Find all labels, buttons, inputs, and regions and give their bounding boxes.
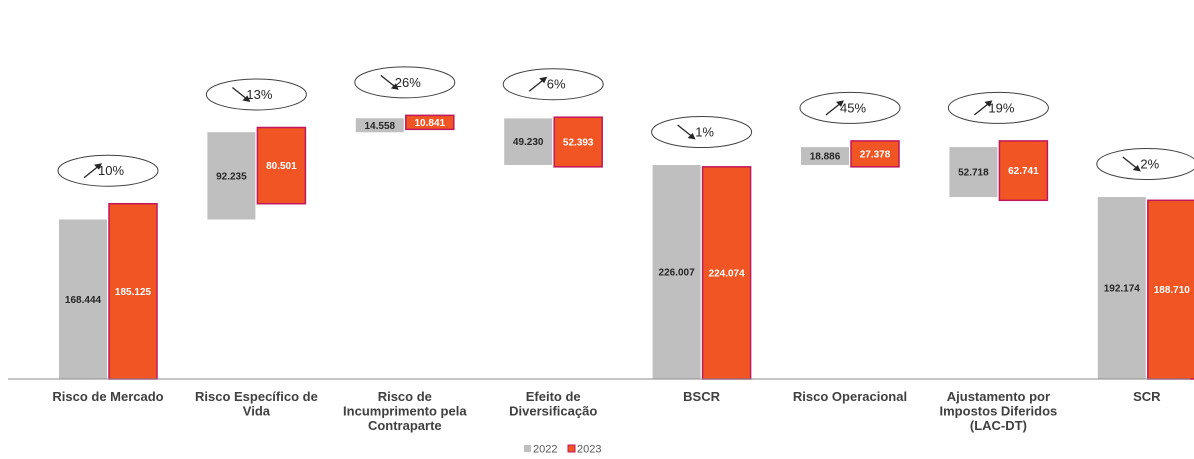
legend-label: 2023 [577,444,601,456]
variation-oval [354,66,456,99]
x-tick-label: Risco de Incumprimento pela Contraparte [343,389,467,433]
legend-label: 2022 [533,444,557,456]
data-label-2023: 27.378 [860,149,891,160]
variation-oval [651,116,753,148]
bar-2022 [504,118,553,165]
variation-oval [502,68,604,101]
x-tick-label: BSCR [683,389,720,404]
variation-badge: 19% [947,91,1049,124]
bar-2023 [256,126,307,205]
bar-2023 [701,166,752,380]
arrow-down-right-icon [231,86,251,102]
variation-oval [57,154,159,187]
bar-2023 [1147,199,1194,380]
arrow-down-right-icon [380,74,399,90]
x-tick-label: Risco Específico de Vida [195,389,318,419]
variation-label: 6% [547,77,566,92]
data-label-2022: 226.007 [659,268,696,279]
data-label-2022: 52.718 [958,168,989,179]
arrow-down-right-icon [1122,156,1141,172]
variation-label: 10% [98,163,124,178]
bar-2022 [1097,197,1146,379]
data-label-2022: 192.174 [1104,284,1141,295]
variation-label: 2% [1140,157,1159,172]
legend-item-2023: 2023 [567,444,601,456]
legend-swatch [524,445,531,452]
x-tick-label: Risco Operacional [793,389,907,404]
variation-label: 26% [395,75,421,90]
arrow-down-right-icon [677,124,696,140]
data-label-2022: 14.558 [365,121,396,132]
bar-2023 [553,116,603,168]
bar-2022 [355,118,404,133]
bar-2022 [801,147,849,165]
x-tick-label: SCR [1133,389,1161,404]
legend-swatch [567,444,576,453]
variation-oval [1096,148,1194,181]
bar-group: 168.444 185.125 92.235 80.501 14.558 10.841 49… [59,114,1194,380]
data-label-2023: 10.841 [415,118,446,129]
legend: 2022 2023 [524,444,601,456]
data-label-2022: 18.886 [810,152,841,163]
variation-oval [799,91,901,124]
data-label-2022: 49.230 [513,137,544,148]
data-label-2023: 52.393 [563,138,594,149]
bar-2023 [850,140,900,168]
variation-label: 45% [840,100,866,115]
bar-2022 [652,165,701,379]
data-label-2022: 168.444 [65,295,102,306]
bar-2023 [405,114,455,131]
x-tick-label: Efeito de Diversificação [509,389,597,419]
data-label-2023: 62.741 [1008,166,1039,177]
variation-oval [205,78,307,111]
arrow-up-right-icon [83,163,102,179]
category-labels: Risco de Mercado Risco Específico de Vida R… [52,389,1161,433]
variation-badges: 10% 13% 26% 6% 1% 45% 19% 2% [57,66,1194,187]
data-label-2023: 185.125 [115,287,152,298]
legend-item-2022: 2022 [524,444,557,456]
x-tick-label: Ajustamento por Impostos Diferidos (LAC-DT… [940,389,1058,433]
variation-badge: 26% [354,66,456,99]
x-tick-label: Risco de Mercado [52,389,163,404]
variation-badge: 45% [799,91,901,124]
data-label-2023: 188.710 [1154,285,1191,296]
variation-label: 13% [246,87,272,102]
variation-label: 19% [988,100,1014,115]
variation-badge: 6% [502,68,604,101]
bar-2022 [207,132,256,220]
arrow-up-right-icon [825,100,844,116]
variation-badge: 2% [1096,148,1194,181]
arrow-up-right-icon [528,76,548,92]
bar-2022 [59,219,107,379]
variation-oval [947,91,1049,124]
variation-badge: 10% [57,154,159,187]
variation-label: 1% [695,125,714,140]
arrow-up-right-icon [973,100,993,116]
bar-2023 [108,202,158,380]
data-label-2023: 224.074 [709,268,746,279]
variation-badge: 13% [205,78,307,111]
bar-2023 [998,140,1049,202]
variation-badge: 1% [651,116,753,148]
data-label-2023: 80.501 [266,161,297,172]
data-label-2022: 92.235 [216,171,247,182]
bar-2022 [949,147,998,198]
